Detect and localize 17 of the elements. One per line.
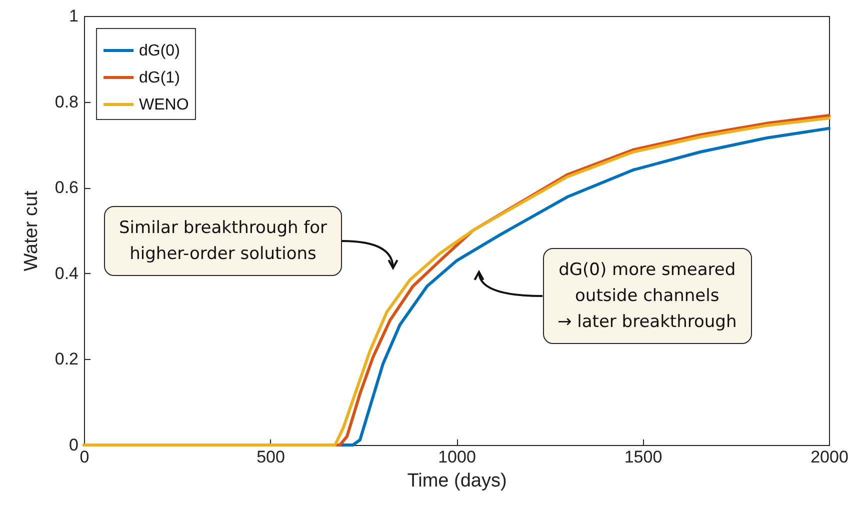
y-tick-label: 1 bbox=[69, 6, 78, 26]
legend-label: dG(0) bbox=[139, 42, 180, 60]
annotation: Similar breakthrough for higher-order solutions bbox=[104, 206, 342, 276]
y-tick-label: 0.8 bbox=[54, 92, 78, 112]
y-tick-label: 0.4 bbox=[54, 264, 78, 283]
y-tick-label: 0.2 bbox=[54, 350, 78, 369]
x-tick-label: 1500 bbox=[624, 448, 662, 466]
y-tick-label: 0.6 bbox=[54, 178, 78, 198]
y-tick-label: 0 bbox=[69, 436, 78, 454]
x-tick-label: 2000 bbox=[810, 448, 848, 466]
legend-label: dG(1) bbox=[139, 70, 180, 86]
annotation: dG(0) more smeared outside channels → later breakthrough bbox=[542, 248, 752, 344]
x-axis-title: Time (days) bbox=[407, 470, 507, 492]
legend-label: WENO bbox=[139, 96, 189, 114]
x-tick-label: 1000 bbox=[438, 448, 476, 466]
x-tick-label: 500 bbox=[256, 448, 285, 466]
y-axis-title: Water cut bbox=[20, 190, 42, 272]
